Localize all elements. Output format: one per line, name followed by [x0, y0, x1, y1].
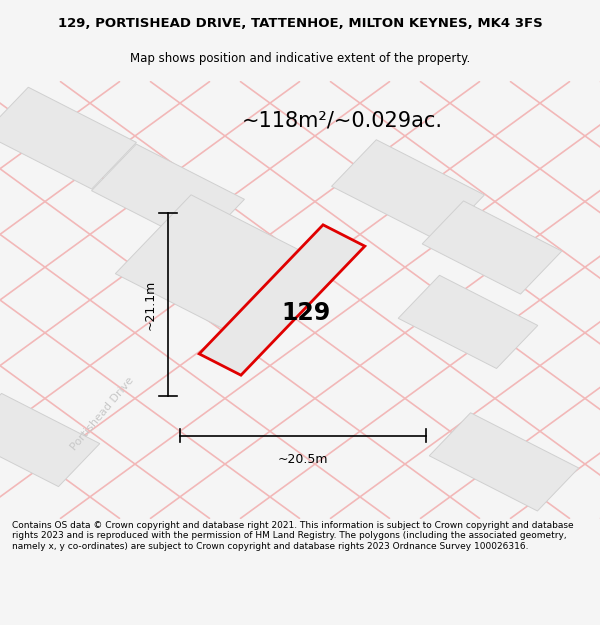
Polygon shape — [422, 201, 562, 294]
Text: ~20.5m: ~20.5m — [278, 453, 328, 466]
Polygon shape — [115, 195, 329, 344]
Polygon shape — [429, 412, 579, 511]
Polygon shape — [0, 88, 136, 189]
Text: 129, PORTISHEAD DRIVE, TATTENHOE, MILTON KEYNES, MK4 3FS: 129, PORTISHEAD DRIVE, TATTENHOE, MILTON… — [58, 17, 542, 30]
Polygon shape — [92, 144, 244, 246]
Text: 129: 129 — [281, 301, 331, 325]
Polygon shape — [199, 225, 365, 375]
Polygon shape — [398, 275, 538, 369]
Text: ~21.1m: ~21.1m — [143, 279, 157, 329]
Polygon shape — [0, 393, 100, 487]
Text: ~118m²/~0.029ac.: ~118m²/~0.029ac. — [241, 111, 443, 131]
Polygon shape — [332, 140, 484, 241]
Text: Map shows position and indicative extent of the property.: Map shows position and indicative extent… — [130, 52, 470, 65]
Text: Contains OS data © Crown copyright and database right 2021. This information is : Contains OS data © Crown copyright and d… — [12, 521, 574, 551]
Text: Portishead Drive: Portishead Drive — [68, 375, 136, 452]
